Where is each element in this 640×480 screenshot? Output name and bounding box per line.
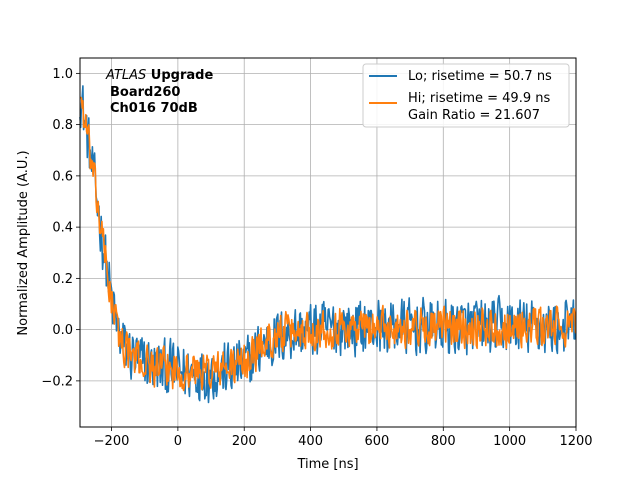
x-tick-label: 1000 (493, 434, 526, 449)
atlas-annotation: ATLAS Upgrade Board260 Ch016 70dB (105, 68, 213, 116)
y-tick-label: 1.0 (52, 67, 73, 82)
series-line-hi (79, 96, 577, 392)
legend-label-hi: Hi; risetime = 49.9 ns (408, 91, 550, 106)
x-tick-label: 800 (431, 434, 456, 449)
x-tick-label: 400 (298, 434, 323, 449)
x-tick-label: −200 (94, 434, 130, 449)
y-tick-label: 0.0 (52, 323, 73, 338)
y-tick-label: 0.4 (52, 221, 73, 236)
y-tick-label: 0.8 (52, 118, 73, 133)
y-tick-label: −0.2 (41, 374, 73, 389)
x-tick-label: 600 (365, 434, 390, 449)
ticks: −200 0 200 400 600 800 1000 1200 −0.2 0.0 0.2 0.4 0.… (41, 67, 592, 449)
plot-frame (79, 57, 577, 428)
x-tick-label: 200 (232, 434, 257, 449)
legend-label-lo: Lo; risetime = 50.7 ns (408, 69, 552, 84)
x-tick-label: 1200 (559, 434, 592, 449)
series-line-lo (79, 85, 577, 404)
legend-label-gain-ratio: Gain Ratio = 21.607 (408, 108, 540, 123)
annotation-board: Board260 (110, 85, 180, 100)
legend: Lo; risetime = 50.7 ns Hi; risetime = 49… (362, 63, 570, 128)
annotation-line-1: ATLAS Upgrade (105, 68, 213, 83)
series-layer (79, 85, 577, 404)
annotation-channel: Ch016 70dB (110, 101, 198, 116)
x-axis-label: Time [ns] (296, 457, 358, 472)
x-tick-label: 0 (174, 434, 182, 449)
legend-box (362, 63, 570, 128)
y-axis-label: Normalized Amplitude (A.U.) (16, 150, 31, 335)
y-tick-label: 0.6 (52, 169, 73, 184)
y-tick-label: 0.2 (52, 272, 73, 287)
